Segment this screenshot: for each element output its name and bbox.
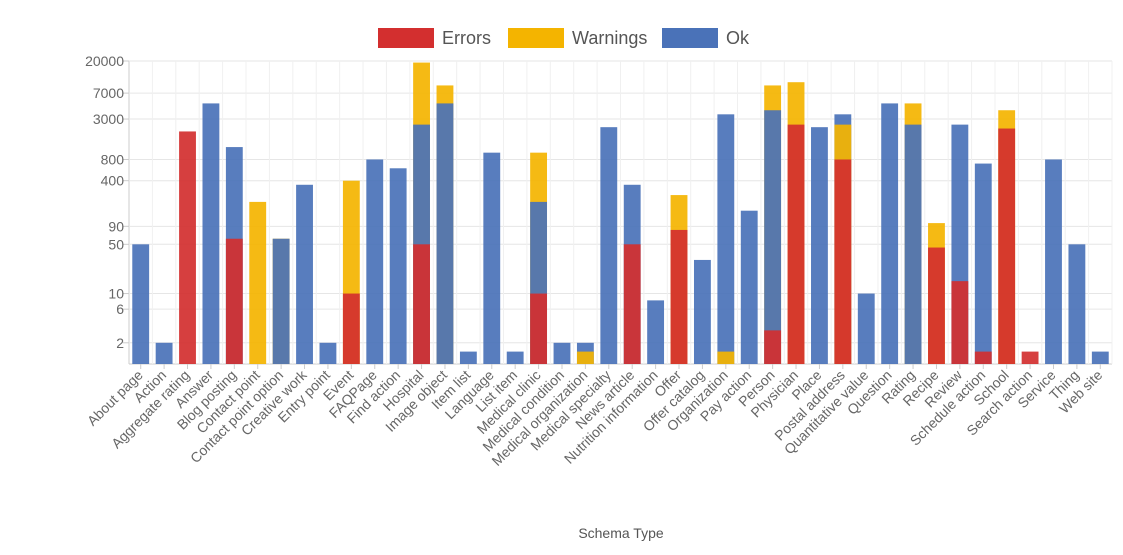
legend-swatch-ok[interactable] xyxy=(662,28,718,48)
bar-warnings-medical-organization xyxy=(576,351,594,364)
bar-ok-contact-point-option xyxy=(272,238,290,364)
y-tick-label: 800 xyxy=(101,151,125,167)
bar-ok-entry-point xyxy=(319,342,337,364)
y-tick-label: 400 xyxy=(101,173,125,189)
bar-ok-language xyxy=(483,152,501,364)
grid-lines xyxy=(123,60,1113,369)
bar-ok-nutrition-information xyxy=(647,300,665,364)
chart-legend: Errors Warnings Ok xyxy=(378,28,750,48)
bar-errors-person xyxy=(764,330,782,364)
bar-ok-about-page xyxy=(132,244,150,364)
bar-ok-action xyxy=(155,342,173,364)
y-axis-ticks: 2 610 50 90 400 800 3000 7000 20000 xyxy=(85,53,124,351)
bar-ok-faqpage xyxy=(366,159,384,364)
bar-ok-organization xyxy=(717,114,735,365)
bar-ok-rating xyxy=(904,124,922,365)
bar-errors-school xyxy=(998,128,1016,364)
bar-ok-question xyxy=(881,103,899,365)
bar-ok-quantitative-value xyxy=(857,293,875,364)
bar-ok-person xyxy=(764,110,782,364)
bar-errors-offer xyxy=(670,229,688,364)
bar-ok-pay-action xyxy=(740,210,758,364)
bar-warnings-contact-point xyxy=(249,201,267,364)
bar-ok-answer xyxy=(202,103,220,365)
bar-errors-recipe xyxy=(928,247,945,364)
bar-errors-physician xyxy=(787,124,805,365)
bar-errors-aggregate-rating xyxy=(179,131,196,364)
bar-ok-thing xyxy=(1068,244,1086,364)
y-tick-label: 20000 xyxy=(85,53,124,69)
bar-errors-schedule-action xyxy=(974,351,992,364)
y-tick-label: 10 xyxy=(108,286,124,302)
legend-label-errors[interactable]: Errors xyxy=(442,28,491,48)
legend-label-warnings[interactable]: Warnings xyxy=(572,28,647,48)
bar-errors-hospital xyxy=(413,244,430,364)
bar-errors-blog-posting xyxy=(225,238,243,364)
y-tick-label: 6 xyxy=(116,301,124,317)
legend-swatch-warnings[interactable] xyxy=(508,28,564,48)
bar-ok-item-list xyxy=(459,351,477,364)
bars xyxy=(132,62,1109,365)
bar-ok-service xyxy=(1045,159,1062,364)
bar-ok-schedule-action xyxy=(974,163,992,364)
bar-ok-creative-work xyxy=(296,184,313,364)
bar-ok-medical-condition xyxy=(553,342,571,364)
bar-errors-review xyxy=(951,281,969,364)
bar-ok-find-action xyxy=(389,168,407,364)
bar-ok-image-object xyxy=(436,103,454,365)
bar-errors-search-action xyxy=(1021,351,1039,364)
bar-ok-list-item xyxy=(506,351,524,364)
bar-ok-offer-catalog xyxy=(693,259,711,364)
legend-label-ok[interactable]: Ok xyxy=(726,28,750,48)
bar-warnings-organization xyxy=(717,351,735,364)
y-tick-label: 90 xyxy=(108,218,124,234)
legend-swatch-errors[interactable] xyxy=(378,28,434,48)
bar-ok-medical-specialty xyxy=(600,127,618,365)
y-tick-label: 3000 xyxy=(93,111,124,127)
bar-errors-event xyxy=(342,293,360,364)
y-tick-label: 2 xyxy=(116,335,124,351)
y-tick-label: 50 xyxy=(108,236,124,252)
bar-ok-place xyxy=(811,127,828,365)
bar-ok-web-site xyxy=(1091,351,1109,364)
bar-errors-news-article xyxy=(623,244,641,364)
bar-errors-postal-address xyxy=(834,159,852,364)
bar-errors-medical-clinic xyxy=(530,293,548,364)
y-tick-label: 7000 xyxy=(93,85,124,101)
x-axis-title: Schema Type xyxy=(578,525,664,541)
